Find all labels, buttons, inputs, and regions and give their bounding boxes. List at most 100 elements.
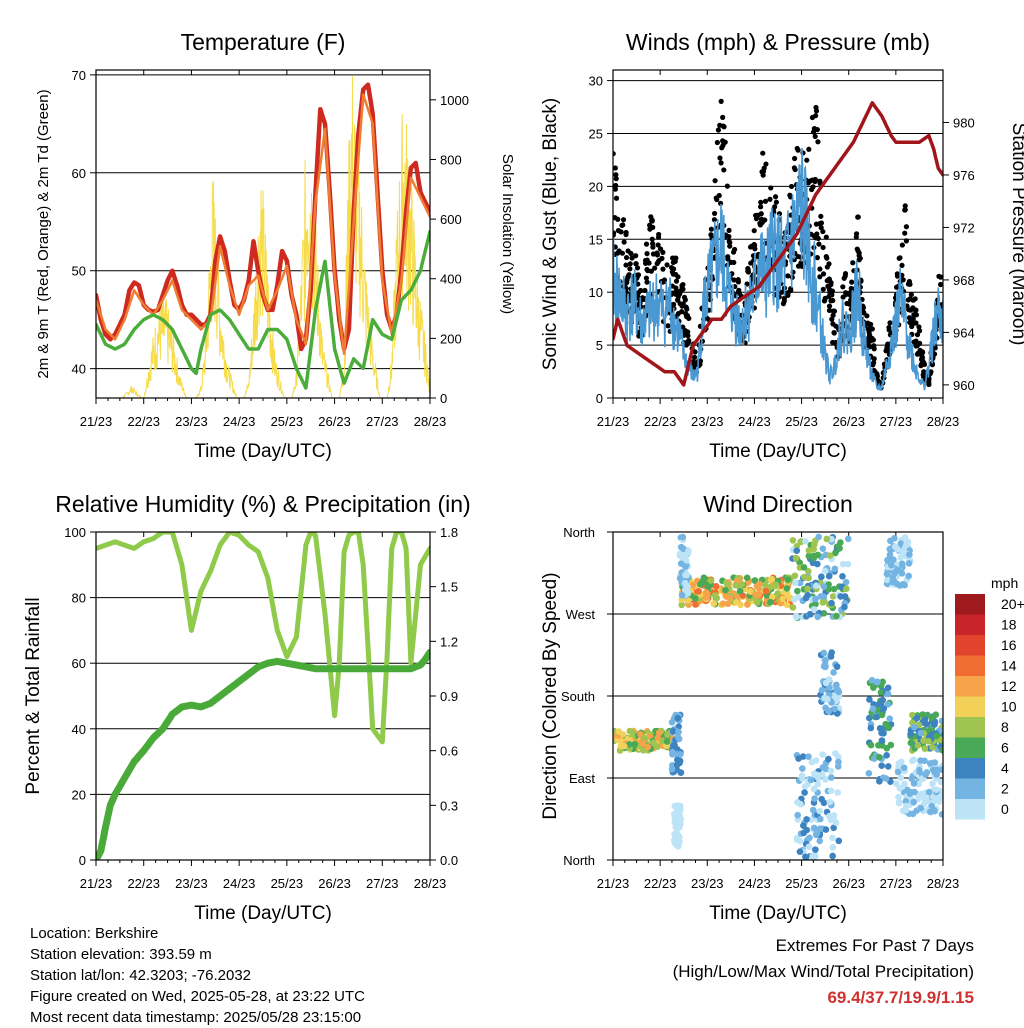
panel1-title: Temperature (F) [181, 29, 346, 55]
panel2-gust-point [853, 231, 860, 237]
panel4-direction-point [668, 765, 676, 773]
panel4-direction-point [893, 780, 900, 788]
colorbar-swatch [955, 655, 985, 676]
panel2-frame [612, 69, 944, 399]
panel4-direction-point [743, 574, 751, 582]
panel4-direction-point [810, 824, 818, 832]
panel2-gust-point [711, 217, 718, 223]
panel2-gust-point [712, 178, 718, 184]
panel2-gust-point [920, 358, 926, 364]
panel2-ytick-label-left: 15 [589, 232, 603, 247]
panel4-direction-point [702, 594, 710, 601]
panel2-gust-point [905, 297, 911, 303]
panel4-direction-point [672, 824, 680, 831]
panel4-direction-point [805, 567, 812, 575]
panel4-direction-point [825, 684, 833, 691]
panel4-direction-point [886, 551, 894, 559]
colorbar-label: 14 [1001, 658, 1017, 674]
panel2-ytick-label-right: 960 [953, 378, 975, 393]
panel2-gust-point [726, 233, 732, 240]
panel2-gust-point [903, 238, 910, 244]
panel4-direction-label: South [561, 689, 595, 704]
panel4-direction-point [834, 763, 842, 770]
colorbar-swatch [955, 778, 985, 799]
panel4-direction-point [789, 537, 797, 544]
panel2-gust-point [936, 273, 942, 279]
footer-elevation: Station elevation: 393.59 m [30, 946, 212, 963]
panel4-direction-point [814, 613, 821, 621]
panel4-direction-point [887, 561, 895, 569]
panel4-direction-point [676, 838, 683, 845]
panel2-gust-point [826, 307, 833, 314]
colorbar-label: 12 [1001, 678, 1017, 694]
colorbar-label: 6 [1001, 740, 1009, 756]
panel1-series-temp9m [96, 93, 430, 356]
panel4-direction-point [800, 822, 807, 829]
panel4-direction-point [825, 585, 833, 593]
panel2-gust-point [660, 249, 666, 255]
colorbar-swatch [955, 696, 985, 717]
panel4-direction-point [882, 775, 890, 782]
panel3-ytick-label-right: 0.6 [440, 744, 458, 759]
panel2-gust-point [794, 145, 800, 152]
panel4-direction-point [682, 571, 689, 579]
panel4-ylabel-left: Direction (Colored By Speed) [540, 572, 561, 819]
panel4-direction-point [901, 780, 908, 788]
panel4-direction-point [789, 604, 797, 611]
panel3-ytick-label-right: 1.5 [440, 580, 458, 595]
panel4-direction-point [822, 679, 830, 687]
panel4-direction-point [752, 591, 759, 598]
panel4-direction-point [762, 587, 770, 595]
panel4-direction-point [820, 799, 828, 807]
panel4-direction-point [673, 829, 680, 836]
panel4-direction-point [907, 730, 914, 738]
colorbar-label: 0 [1001, 801, 1009, 817]
panel3-series-precip [96, 648, 430, 860]
panel2-gust-point [829, 316, 835, 322]
panel2-gust-point [896, 255, 902, 261]
panel4-direction-point [833, 612, 840, 620]
panel2-gust-point [902, 207, 908, 213]
colorbar-swatch [955, 799, 985, 820]
panel4-direction-point [842, 578, 850, 586]
footer-created: Figure created on Wed, 2025-05-28, at 23… [30, 988, 365, 1005]
panel4-direction-point [791, 572, 799, 580]
panel2-gust-point [759, 169, 765, 175]
panel1-ytick-label-right: 600 [440, 212, 462, 227]
panel4-direction-point [676, 574, 684, 582]
panel2-ytick-label-right: 968 [953, 273, 975, 288]
panel4-direction-point [809, 806, 817, 814]
panel4-direction-point [837, 593, 844, 600]
panel3-ytick-label-left: 20 [72, 787, 86, 802]
panel4-direction-point [810, 785, 818, 793]
panel4-direction-point [628, 728, 636, 736]
panel2-gust-point [781, 298, 787, 304]
panel2-gust-point [757, 220, 763, 226]
panel4-direction-point [674, 714, 682, 722]
panel2-gust-point [857, 255, 863, 261]
panel2-gust-point [673, 278, 680, 284]
panel4-direction-point [898, 561, 906, 569]
panel4-direction-label: North [563, 525, 595, 540]
panel2-gust-point [644, 251, 650, 257]
panel4-title: Wind Direction [703, 491, 853, 517]
panel2-gust-point [900, 277, 906, 283]
panel4-direction-point [897, 540, 905, 547]
panel2-series-wind [613, 147, 943, 391]
panel2-gust-point [672, 291, 679, 297]
panel3-plot-area [96, 532, 430, 860]
panel2-gust-point [619, 222, 625, 229]
panel2-gust-point [758, 199, 764, 205]
panel2-gust-point [623, 262, 629, 268]
panel4-direction-point [804, 585, 811, 593]
panel4-direction-point [811, 770, 818, 777]
panel4-direction-point [810, 545, 818, 553]
panel4-direction-point [924, 797, 931, 805]
panel2-gust-point [724, 183, 730, 189]
panel2-gust-point [642, 287, 648, 294]
panel2-gust-point [720, 138, 726, 144]
panel4-direction-point [812, 846, 819, 853]
panel3-xtick-label: 24/23 [223, 876, 256, 891]
panel4-direction-point [784, 576, 792, 583]
panel4-direction-point [909, 757, 916, 765]
